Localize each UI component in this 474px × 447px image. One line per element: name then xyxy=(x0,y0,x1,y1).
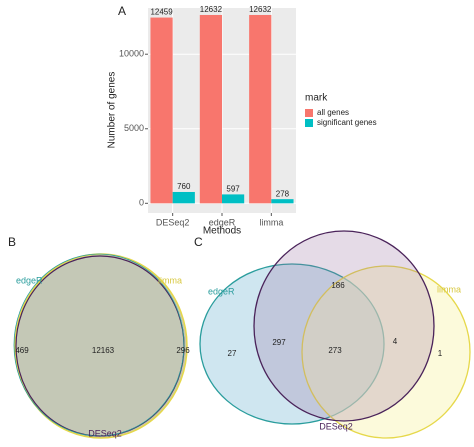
bar xyxy=(172,191,195,204)
panel-label: A xyxy=(118,4,126,18)
x-axis-title: Methods xyxy=(203,226,241,237)
set-label: edgeR xyxy=(16,275,43,285)
bar xyxy=(271,199,294,204)
region-count: 1 xyxy=(438,349,443,358)
bar xyxy=(150,17,173,204)
region-count: 186 xyxy=(331,281,345,290)
set-label: edgeR xyxy=(208,286,235,296)
x-tick-label: DESeq2 xyxy=(156,217,190,227)
region-count: 27 xyxy=(228,349,237,358)
region-count: 4 xyxy=(393,337,398,346)
legend-label: significant genes xyxy=(317,118,377,127)
data-label: 12459 xyxy=(150,8,173,17)
legend-title: mark xyxy=(305,93,328,104)
y-axis-title: Number of genes xyxy=(107,72,118,149)
y-tick-label: 10000 xyxy=(119,49,144,59)
region-count: 12163 xyxy=(92,346,115,355)
bar xyxy=(199,14,222,204)
region-count: 296 xyxy=(176,346,190,355)
region-count: 297 xyxy=(272,338,286,347)
y-tick-label: 5000 xyxy=(124,123,144,133)
set-label: DESeq2 xyxy=(88,428,122,438)
region-count: 273 xyxy=(328,346,342,355)
region-count: 469 xyxy=(15,346,29,355)
y-tick-label: 0 xyxy=(139,198,144,208)
bar xyxy=(222,194,245,204)
data-label: 278 xyxy=(276,189,290,198)
legend-key xyxy=(305,119,313,127)
bar xyxy=(249,14,272,204)
data-label: 12632 xyxy=(200,5,223,14)
data-label: 12632 xyxy=(249,5,272,14)
legend-key xyxy=(305,109,313,117)
panel-label: C xyxy=(194,235,203,249)
legend-label: all genes xyxy=(317,108,349,117)
venn-set xyxy=(13,253,185,437)
venn-set xyxy=(253,230,435,422)
x-tick-label: limma xyxy=(259,217,283,227)
set-label: DESeq2 xyxy=(319,421,353,431)
set-label: limma xyxy=(437,284,461,294)
set-label: limma xyxy=(158,275,182,285)
venn-set xyxy=(301,265,471,439)
data-label: 760 xyxy=(177,182,191,191)
panel-label: B xyxy=(8,235,16,249)
x-tick-label: edgeR xyxy=(209,217,236,227)
data-label: 597 xyxy=(226,185,240,194)
